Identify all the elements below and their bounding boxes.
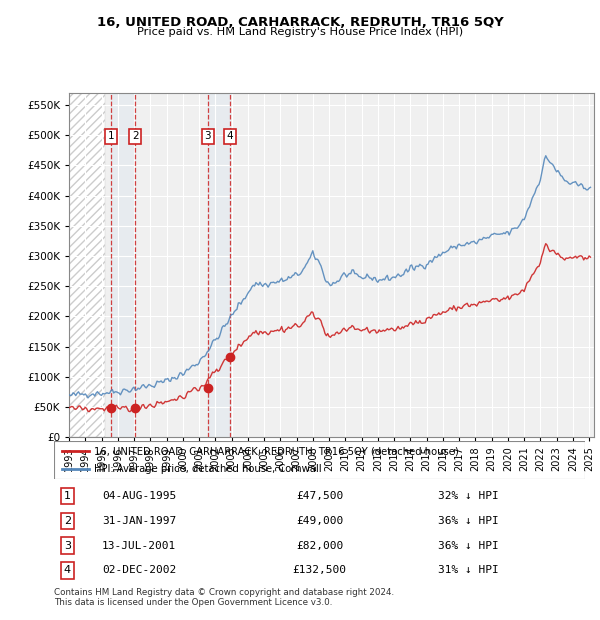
Text: 2: 2 [132, 131, 139, 141]
Text: 02-DEC-2002: 02-DEC-2002 [102, 565, 176, 575]
Text: 3: 3 [64, 541, 71, 551]
Text: £82,000: £82,000 [296, 541, 343, 551]
Text: 16, UNITED ROAD, CARHARRACK, REDRUTH, TR16 5QY (detached house): 16, UNITED ROAD, CARHARRACK, REDRUTH, TR… [94, 446, 458, 456]
Text: £132,500: £132,500 [293, 565, 347, 575]
Text: 4: 4 [64, 565, 71, 575]
Text: 2: 2 [64, 516, 71, 526]
Text: 31% ↓ HPI: 31% ↓ HPI [438, 565, 499, 575]
Bar [208, 93, 230, 437]
Text: Contains HM Land Registry data © Crown copyright and database right 2024.: Contains HM Land Registry data © Crown c… [54, 588, 394, 597]
Text: 4: 4 [227, 131, 233, 141]
Text: 16, UNITED ROAD, CARHARRACK, REDRUTH, TR16 5QY: 16, UNITED ROAD, CARHARRACK, REDRUTH, TR… [97, 16, 503, 29]
Text: 36% ↓ HPI: 36% ↓ HPI [438, 516, 499, 526]
Text: 04-AUG-1995: 04-AUG-1995 [102, 491, 176, 501]
Text: This data is licensed under the Open Government Licence v3.0.: This data is licensed under the Open Gov… [54, 598, 332, 607]
Text: £49,000: £49,000 [296, 516, 343, 526]
Text: 1: 1 [107, 131, 114, 141]
Text: 31-JAN-1997: 31-JAN-1997 [102, 516, 176, 526]
Text: 36% ↓ HPI: 36% ↓ HPI [438, 541, 499, 551]
Text: 32% ↓ HPI: 32% ↓ HPI [438, 491, 499, 501]
Text: HPI: Average price, detached house, Cornwall: HPI: Average price, detached house, Corn… [94, 464, 322, 474]
Text: 13-JUL-2001: 13-JUL-2001 [102, 541, 176, 551]
Text: 3: 3 [205, 131, 211, 141]
Text: £47,500: £47,500 [296, 491, 343, 501]
Text: Price paid vs. HM Land Registry's House Price Index (HPI): Price paid vs. HM Land Registry's House … [137, 27, 463, 37]
Text: 1: 1 [64, 491, 71, 501]
Bar [111, 93, 136, 437]
